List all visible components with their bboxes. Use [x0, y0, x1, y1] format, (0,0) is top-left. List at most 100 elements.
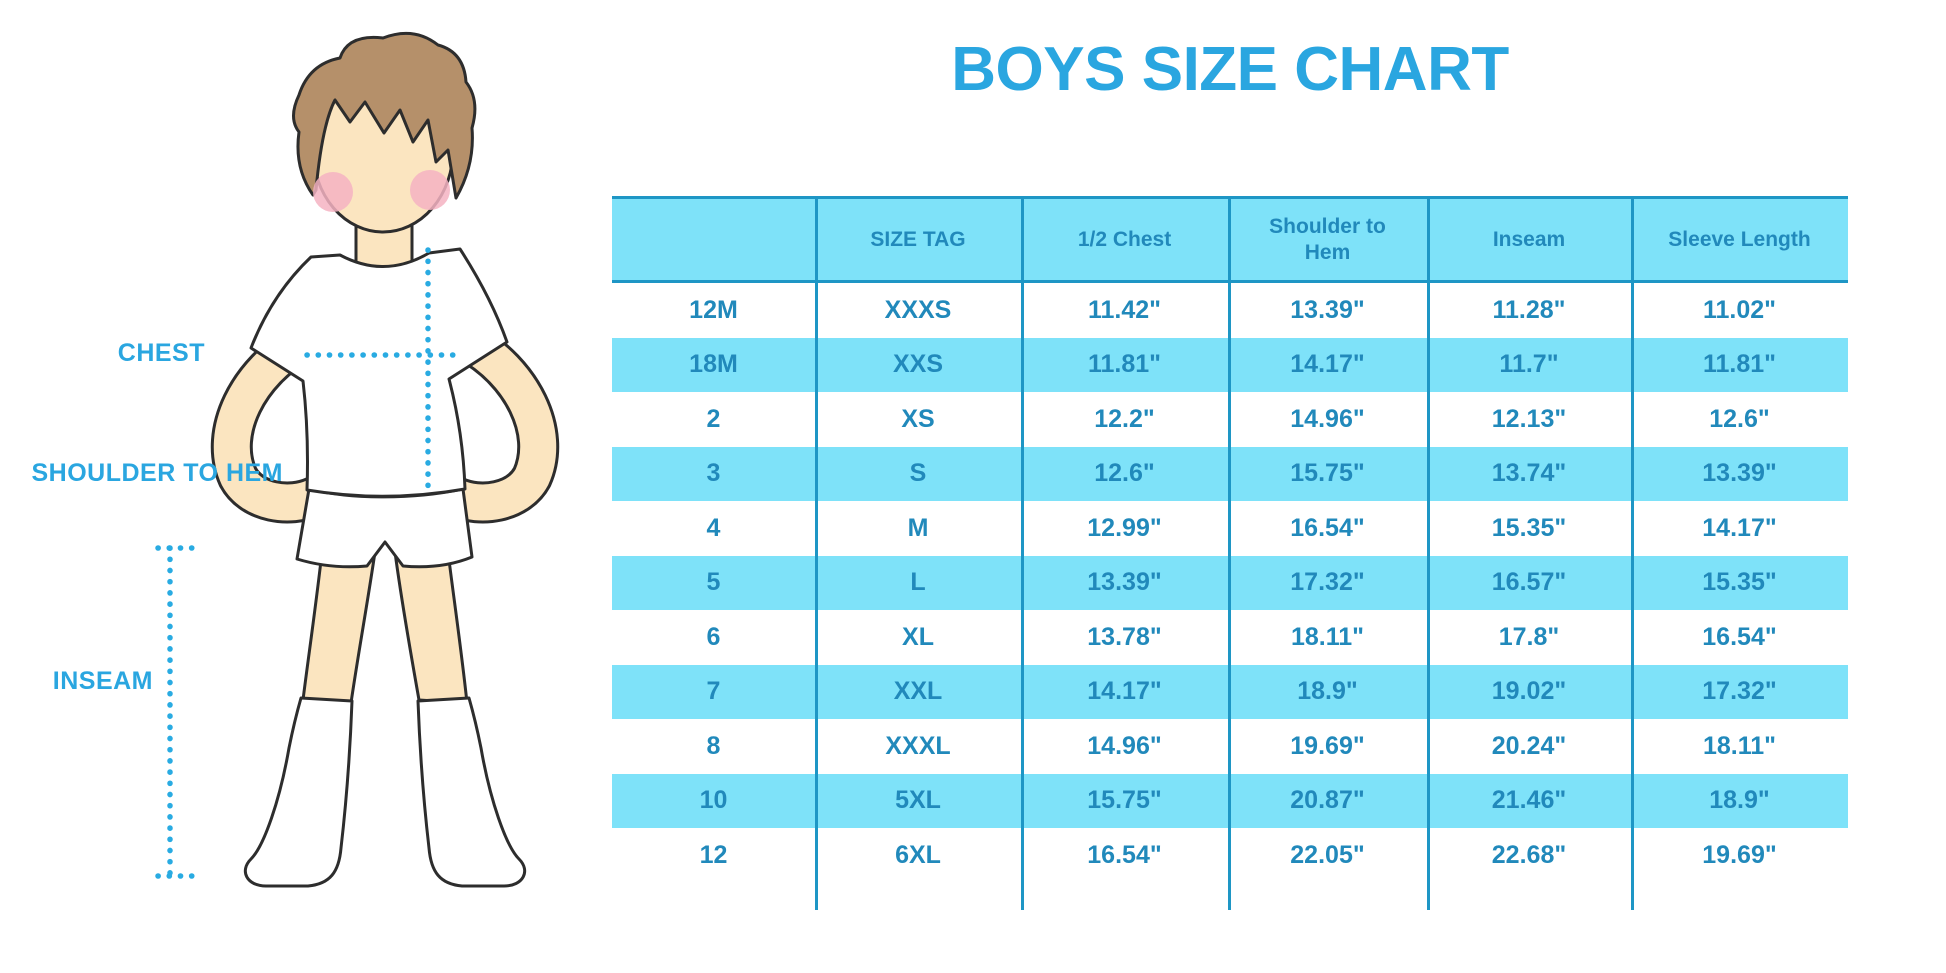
table-cell: 17.8"	[1498, 622, 1560, 651]
boy-right-sock	[416, 696, 527, 888]
table-cell: 17.32"	[1631, 664, 1848, 719]
table-cell: XL	[902, 622, 934, 651]
boy-right-arm	[435, 321, 560, 524]
boy-shorts	[295, 487, 474, 569]
row-label: 8	[706, 731, 721, 760]
table-cell: 16.54"	[1087, 840, 1162, 869]
table-cell: 15.75"	[1021, 773, 1228, 828]
table-cell: 13.39"	[1021, 555, 1228, 610]
shoulder-to-hem-label: SHOULDER TO HEM	[31, 459, 283, 487]
table-cell: 14.17"	[1702, 513, 1777, 542]
table-cell: 14.96"	[1290, 404, 1365, 433]
table-cell: 6XL	[895, 840, 941, 869]
boy-hair	[292, 31, 477, 200]
boy-tshirt	[249, 247, 509, 498]
row-label: 4	[706, 513, 721, 542]
table-cell: 16.54"	[1290, 513, 1365, 542]
table-cell: 20.24"	[1491, 731, 1567, 760]
table-cell: 16.54"	[1702, 622, 1777, 651]
table-cell: XXXL	[885, 731, 951, 760]
table-cell: 22.68"	[1491, 840, 1567, 869]
column-header: Sleeve Length	[1631, 196, 1848, 283]
row-label: 18M	[612, 337, 815, 392]
column-divider	[1228, 196, 1231, 910]
table-cell: 13.78"	[1087, 622, 1162, 651]
table-cell: 13.74"	[1427, 446, 1631, 501]
row-label: 7	[612, 664, 815, 719]
table-cell: 14.17"	[1021, 664, 1228, 719]
size-table-grid: SIZE TAG 1/2 Chest Shoulder to Hem Inseam Sl…	[612, 196, 1848, 883]
table-cell: L	[815, 555, 1021, 610]
table-cell: 22.05"	[1290, 840, 1365, 869]
row-label: 12	[699, 840, 728, 869]
table-cell: S	[815, 446, 1021, 501]
column-divider	[1021, 196, 1024, 910]
table-cell: 11.28"	[1492, 295, 1566, 324]
table-cell: XXXS	[884, 295, 952, 324]
table-cell: 12.6"	[1021, 446, 1228, 501]
table-cell: 11.7"	[1427, 337, 1631, 392]
table-cell: 18.9"	[1631, 773, 1848, 828]
size-table: SIZE TAG 1/2 Chest Shoulder to Hem Inseam Sl…	[612, 196, 1848, 910]
table-cell: 5XL	[815, 773, 1021, 828]
boy-illustration	[155, 31, 560, 888]
header-row: SIZE TAG 1/2 Chest Shoulder to Hem Inseam Sl…	[612, 196, 1848, 283]
table-cell: 21.46"	[1427, 773, 1631, 828]
column-divider	[815, 196, 818, 910]
table-cell: 14.17"	[1228, 337, 1427, 392]
column-header	[612, 196, 815, 283]
boy-left-sock	[243, 696, 354, 888]
table-cell: 12.13"	[1491, 404, 1567, 433]
table-cell: XXL	[815, 664, 1021, 719]
chest-label: CHEST	[117, 339, 205, 367]
table-cell: 12.2"	[1094, 404, 1155, 433]
table-row: 12M XXXS 11.42" 13.39" 11.28" 11.02"	[612, 282, 1848, 338]
table-cell: 18.9"	[1228, 664, 1427, 719]
table-cell: 20.87"	[1228, 773, 1427, 828]
row-label: 12M	[689, 295, 738, 324]
column-header: Shoulder to Hem	[1228, 196, 1427, 283]
table-cell: 17.32"	[1228, 555, 1427, 610]
table-row: 8 XXXL 14.96" 19.69" 20.24" 18.11"	[612, 719, 1848, 774]
table-cell: M	[907, 513, 929, 542]
table-cell: 15.75"	[1228, 446, 1427, 501]
table-cell: XXS	[815, 337, 1021, 392]
table-row: 4 M 12.99" 16.54" 15.35" 14.17"	[612, 501, 1848, 556]
inseam-label: INSEAM	[52, 667, 153, 695]
row-label: 10	[612, 773, 815, 828]
column-header: SIZE TAG	[815, 196, 1021, 283]
table-cell: 11.02"	[1702, 295, 1777, 324]
column-header: 1/2 Chest	[1021, 196, 1228, 283]
table-row: 18M XXS 11.81" 14.17" 11.7" 11.81"	[612, 337, 1848, 392]
boy-blush-right	[410, 170, 450, 210]
table-cell: 12.99"	[1087, 513, 1162, 542]
boy-left-leg	[301, 550, 377, 705]
table-cell: 15.35"	[1491, 513, 1567, 542]
inseam-dotted-line	[155, 545, 195, 879]
row-label: 6	[706, 622, 721, 651]
table-row: 3 S 12.6" 15.75" 13.74" 13.39"	[612, 446, 1848, 501]
row-label: 3	[612, 446, 815, 501]
column-header: Inseam	[1427, 196, 1631, 283]
column-divider	[1427, 196, 1430, 910]
table-cell: 18.11"	[1290, 622, 1365, 651]
table-cell: 18.11"	[1702, 731, 1777, 760]
table-cell: 19.69"	[1290, 731, 1365, 760]
table-cell: 15.35"	[1631, 555, 1848, 610]
table-cell: 16.57"	[1427, 555, 1631, 610]
table-row: 7 XXL 14.17" 18.9" 19.02" 17.32"	[612, 664, 1848, 719]
boy-left-arm	[210, 321, 335, 524]
table-cell: 11.81"	[1021, 337, 1228, 392]
row-label: 2	[706, 404, 721, 433]
table-cell: 12.6"	[1709, 404, 1770, 433]
table-cell: 19.69"	[1702, 840, 1777, 869]
page-title: BOYS SIZE CHART	[951, 35, 1509, 104]
boy-right-leg	[393, 550, 469, 705]
table-cell: 11.42"	[1087, 295, 1162, 324]
table-cell: 13.39"	[1290, 295, 1365, 324]
table-row: 12 6XL 16.54" 22.05" 22.68" 19.69"	[612, 828, 1848, 883]
table-cell: 13.39"	[1631, 446, 1848, 501]
table-row: 5 L 13.39" 17.32" 16.57" 15.35"	[612, 555, 1848, 610]
boy-blush-left	[313, 172, 353, 212]
